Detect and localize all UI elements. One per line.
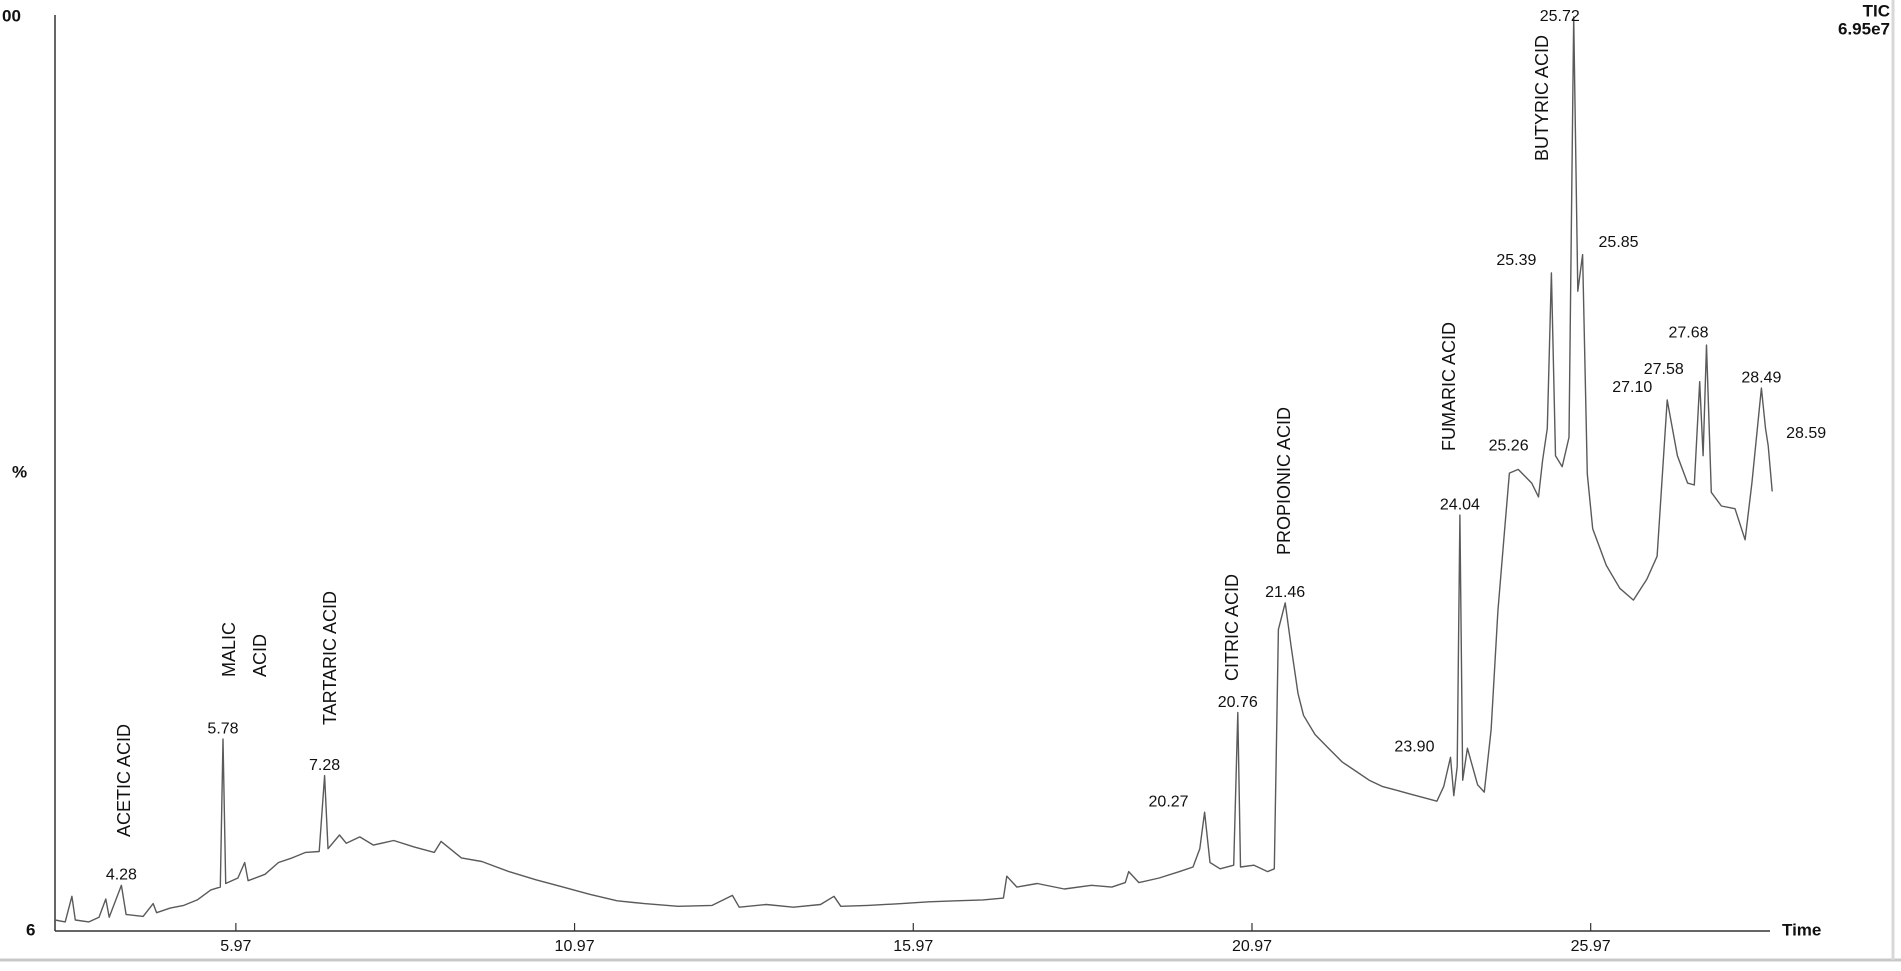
peak-label: 25.72 [1540, 8, 1580, 25]
compound-label: PROPIONIC ACID [1274, 407, 1294, 555]
intensity: 6.95e7 [1838, 19, 1890, 38]
compound-label: TARTARIC ACID [320, 591, 340, 725]
peak-label: 25.26 [1489, 438, 1529, 455]
compound-label: BUTYRIC ACID [1532, 35, 1552, 161]
x-tick-label: 20.97 [1232, 938, 1272, 955]
trace-line [54, 16, 1773, 923]
peak-label: 28.59 [1786, 425, 1826, 442]
peak-label: 27.10 [1612, 379, 1652, 396]
peak-label: 5.78 [207, 720, 238, 737]
compound-label: ACID [250, 634, 270, 677]
x-tick-label: 5.97 [220, 938, 251, 955]
x-tick-label: 10.97 [555, 938, 595, 955]
x-tick-label: 15.97 [893, 938, 933, 955]
trace-label: TIC [1863, 1, 1890, 20]
peak-label: 27.68 [1668, 324, 1708, 341]
peak-label: 21.46 [1265, 584, 1305, 601]
compound-label: ACETIC ACID [114, 724, 134, 837]
peak-label: 20.76 [1218, 694, 1258, 711]
peak-label: 4.28 [106, 867, 137, 884]
y-mid-label: % [12, 462, 27, 481]
compound-label: FUMARIC ACID [1439, 322, 1459, 451]
peak-label: 25.85 [1599, 234, 1639, 251]
x-axis-label: Time [1782, 920, 1821, 939]
peak-label: 23.90 [1394, 739, 1434, 756]
x-tick-label: 25.97 [1571, 938, 1611, 955]
y-top-label: 00 [2, 6, 21, 25]
compound-label: CITRIC ACID [1222, 574, 1242, 681]
peak-label: 24.04 [1440, 496, 1480, 513]
compound-label: MALIC [219, 622, 239, 677]
peak-label: 20.27 [1149, 793, 1189, 810]
peak-label: 28.49 [1741, 369, 1781, 386]
peak-label: 7.28 [309, 757, 340, 774]
peak-label: 25.39 [1496, 252, 1536, 269]
peak-label: 27.58 [1644, 361, 1684, 378]
y-bottom-label: 6 [26, 920, 35, 939]
